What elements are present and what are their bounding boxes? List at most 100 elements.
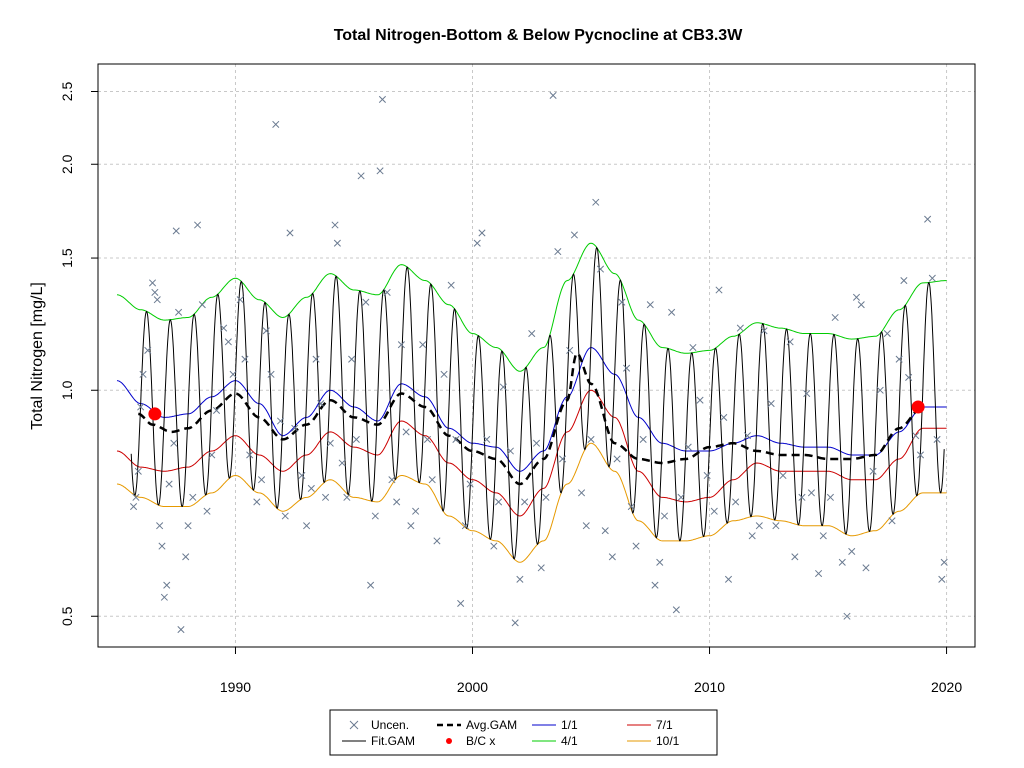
legend-label: 7/1 xyxy=(656,718,673,732)
observation-point xyxy=(760,327,768,335)
observation-point xyxy=(838,558,846,566)
observation-point xyxy=(343,493,351,501)
observation-point xyxy=(338,459,346,467)
observation-point xyxy=(601,527,609,535)
observation-point xyxy=(623,364,631,372)
observation-point xyxy=(582,522,590,530)
observation-point xyxy=(696,396,704,404)
observation-point xyxy=(276,417,285,425)
observation-point xyxy=(466,480,474,488)
observation-point xyxy=(331,221,339,229)
observation-point xyxy=(303,522,311,530)
observation-point xyxy=(182,553,190,561)
legend-item-1-1: 1/1 xyxy=(532,718,578,732)
x-tick-label-2000: 2000 xyxy=(457,679,488,695)
observation-point xyxy=(779,471,787,480)
observation-point xyxy=(440,370,448,378)
observation-point xyxy=(516,575,524,583)
observation-point xyxy=(592,198,600,206)
x-tick-label-1990: 1990 xyxy=(220,679,251,695)
observation-point xyxy=(938,575,946,583)
observation-point xyxy=(452,435,460,443)
y-tick-label-2.0: 2.0 xyxy=(59,154,75,174)
observation-point xyxy=(229,370,237,378)
observation-point xyxy=(490,542,498,550)
observation-point xyxy=(156,522,164,530)
observation-point xyxy=(198,301,206,309)
observation-point xyxy=(262,327,270,335)
observation-point xyxy=(608,553,616,561)
observation-point xyxy=(130,502,138,511)
observation-point xyxy=(651,581,659,589)
observation-point xyxy=(478,229,486,237)
observation-point xyxy=(862,564,870,572)
observation-point xyxy=(672,606,680,614)
legend-label: 1/1 xyxy=(561,718,578,732)
observation-point xyxy=(710,507,718,515)
x-axis: 1990 2000 2010 2020 xyxy=(220,646,962,695)
observation-point xyxy=(639,435,647,443)
avg-gam-group xyxy=(138,351,924,486)
observation-point xyxy=(532,439,541,447)
observation-point xyxy=(407,522,415,530)
observation-point xyxy=(457,599,465,608)
series-4-1-line xyxy=(116,242,947,372)
observation-point xyxy=(736,324,744,332)
observation-point xyxy=(393,498,401,506)
observation-point xyxy=(916,451,925,459)
observation-point xyxy=(912,432,920,440)
observation-point xyxy=(511,619,519,627)
observation-point xyxy=(646,301,654,309)
x-tick-label-2020: 2020 xyxy=(931,679,962,695)
observation-point xyxy=(521,498,529,506)
observation-point xyxy=(743,432,752,440)
y-tick-label-1.0: 1.0 xyxy=(59,380,75,400)
observation-point xyxy=(483,435,491,443)
observation-point xyxy=(326,439,334,447)
observation-point xyxy=(286,229,294,237)
observation-point xyxy=(940,558,948,566)
observation-point xyxy=(928,274,936,282)
observation-point xyxy=(772,522,780,530)
observation-point xyxy=(587,435,595,443)
observation-point xyxy=(148,279,157,287)
observation-point xyxy=(883,329,891,338)
observation-point xyxy=(447,281,455,289)
legend-label: Fit.GAM xyxy=(371,734,415,748)
fit-gam-line xyxy=(130,246,945,560)
legend-box xyxy=(329,709,718,756)
legend-label: B/C x xyxy=(466,734,495,748)
observation-point xyxy=(307,484,315,492)
observation-point xyxy=(189,493,197,501)
observation-point xyxy=(461,522,469,530)
observation-point xyxy=(791,553,799,561)
observation-point xyxy=(132,493,140,501)
observation-point xyxy=(175,308,183,316)
observation-point xyxy=(170,439,178,447)
observation-point xyxy=(577,489,586,497)
observation-point xyxy=(428,476,436,484)
observation-point xyxy=(376,167,384,175)
x-tick-label-2010: 2010 xyxy=(694,679,725,695)
y-tick-label-0.5: 0.5 xyxy=(59,606,75,626)
chart-title: Total Nitrogen-Bottom & Below Pycnocline… xyxy=(334,27,744,44)
legend-label: 4/1 xyxy=(561,734,578,748)
observation-point xyxy=(803,389,811,398)
observation-point xyxy=(367,581,375,589)
observation-point xyxy=(362,298,370,306)
observation-point xyxy=(333,239,341,247)
legend-item-7-1: 7/1 xyxy=(627,718,673,732)
observation-point xyxy=(900,276,908,285)
observation-point xyxy=(831,313,839,322)
observation-point xyxy=(755,522,763,530)
observation-points xyxy=(130,91,948,634)
observation-point xyxy=(724,575,733,583)
observation-point xyxy=(748,532,756,540)
legend: Uncen. Fit.GAM Avg.GAM B/C x 1/1 4/1 7/1 10/1 xyxy=(329,709,718,756)
observation-point xyxy=(559,455,567,463)
observation-point xyxy=(843,612,851,620)
observation-point xyxy=(267,370,275,378)
legend-item-fit-gam: Fit.GAM xyxy=(342,734,415,748)
observation-point xyxy=(137,403,145,411)
series-10-1-line xyxy=(116,442,947,563)
